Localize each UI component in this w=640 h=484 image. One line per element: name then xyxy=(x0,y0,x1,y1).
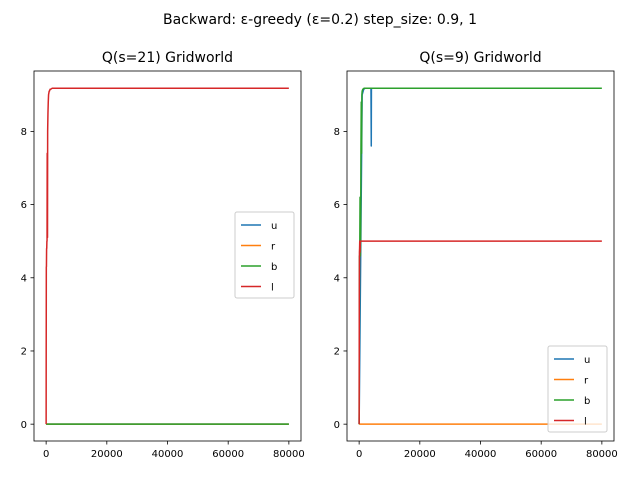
legend-label: u xyxy=(584,355,590,366)
legend-label: l xyxy=(584,416,587,427)
y-tick-label: 0 xyxy=(21,420,27,431)
series-group xyxy=(45,87,289,425)
subplot-q-s9: Q(s=9) Gridworld 0 20000 40000 60000 80000 0 2 4… xyxy=(334,50,618,460)
series-line-l xyxy=(45,87,289,425)
legend-label: b xyxy=(271,262,277,273)
legend-label: r xyxy=(271,241,276,252)
legend-box xyxy=(234,211,295,299)
y-tick-label: 4 xyxy=(21,273,27,284)
x-tick-label: 20000 xyxy=(91,449,123,460)
legend-label: l xyxy=(271,282,274,293)
figure-suptitle: Backward: ε-greedy (ε=0.2) step_size: 0.… xyxy=(163,12,477,28)
subplot-title: Q(s=21) Gridworld xyxy=(102,50,233,66)
legend-label: u xyxy=(271,221,277,232)
y-tick-label: 6 xyxy=(21,200,27,211)
x-tick-label: 0 xyxy=(43,449,49,460)
y-tick-label: 0 xyxy=(334,420,340,431)
y-tick-label: 2 xyxy=(334,347,340,358)
subplot-title: Q(s=9) Gridworld xyxy=(419,50,541,66)
x-tick-label: 60000 xyxy=(212,449,244,460)
y-tick-label: 2 xyxy=(21,347,27,358)
x-tick-label: 80000 xyxy=(586,449,618,460)
y-tick-label: 4 xyxy=(334,273,340,284)
y-tick-label: 8 xyxy=(334,127,340,138)
legend-label: r xyxy=(584,375,589,386)
series-line-b xyxy=(358,87,602,425)
x-tick-label: 60000 xyxy=(525,449,557,460)
x-tick-label: 20000 xyxy=(404,449,436,460)
subplot-q-s21: Q(s=21) Gridworld 0 20000 40000 60000 80000 0 2… xyxy=(21,50,305,460)
x-tick-label: 40000 xyxy=(152,449,184,460)
series-line-l xyxy=(358,240,602,425)
x-tick-label: 40000 xyxy=(465,449,497,460)
y-tick-label: 8 xyxy=(21,127,27,138)
y-tick-label: 6 xyxy=(334,200,340,211)
legend-box xyxy=(547,345,608,433)
legend-label: b xyxy=(584,396,590,407)
x-tick-label: 0 xyxy=(356,449,362,460)
x-tick-label: 80000 xyxy=(273,449,305,460)
